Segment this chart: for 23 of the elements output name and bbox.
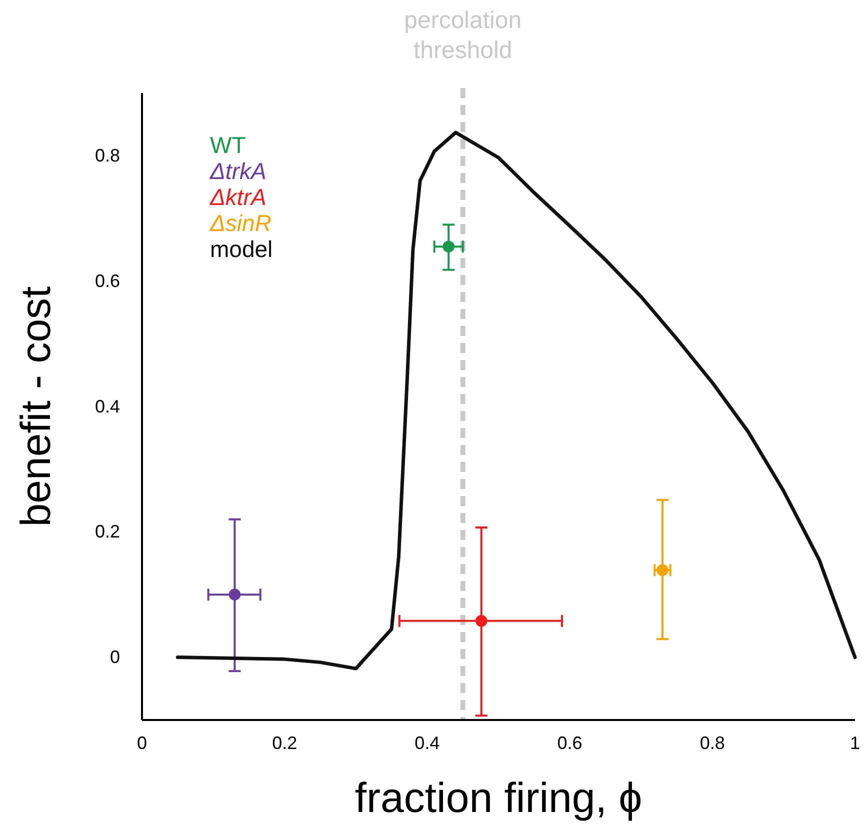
y-axis-title: benefit - cost (12, 286, 59, 527)
text: model (210, 236, 273, 262)
y-tick-label: 0.4 (94, 396, 120, 416)
y-tick-label: 0.8 (94, 145, 120, 166)
x-tick-label: 0.4 (414, 732, 440, 753)
text: ΔsinR (209, 210, 272, 236)
point (475, 615, 488, 627)
point (656, 564, 668, 576)
x-axis-title: fraction firing, ϕ (354, 774, 642, 821)
y-tick-label: 0 (110, 647, 120, 668)
y-tick-label: 0.6 (94, 270, 120, 291)
text: WT (210, 132, 246, 158)
point (228, 588, 241, 601)
x-tick-label: 0 (136, 732, 148, 753)
x-tick-label: 1 (850, 732, 860, 753)
line-series (176, 130, 857, 670)
x-tick-label: 0.8 (700, 732, 725, 753)
text: ΔktrA (209, 184, 266, 210)
y-tick-label: 0.2 (94, 522, 120, 542)
point (442, 240, 455, 253)
x-tick-label: 0.2 (272, 732, 298, 753)
text: ΔtrkA (209, 158, 266, 184)
x-tick-label: 0.6 (557, 732, 582, 753)
